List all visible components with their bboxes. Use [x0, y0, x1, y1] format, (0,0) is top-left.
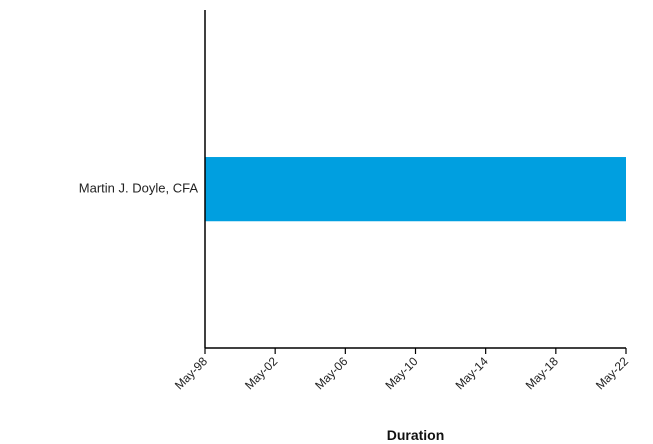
x-axis-title: Duration — [387, 427, 445, 443]
x-tick-label: May-10 — [382, 354, 420, 392]
x-tick-label: May-14 — [453, 354, 491, 392]
category-labels-layer: Martin J. Doyle, CFA — [79, 181, 199, 196]
x-ticks-layer: May-98 May-02 May-06 May-10 May-14 May-18 May-… — [172, 348, 631, 392]
bars-layer — [205, 157, 626, 222]
x-tick-label: May-22 — [593, 354, 631, 392]
duration-bar — [205, 157, 626, 222]
x-tick-label: May-18 — [523, 354, 561, 392]
x-tick-label: May-02 — [242, 354, 280, 392]
x-tick-label: May-98 — [172, 354, 210, 392]
category-label: Martin J. Doyle, CFA — [79, 181, 199, 196]
x-tick-label: May-06 — [312, 354, 350, 392]
